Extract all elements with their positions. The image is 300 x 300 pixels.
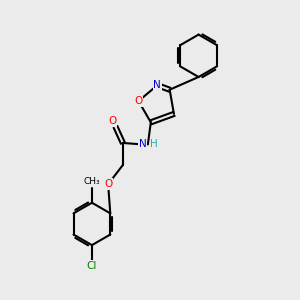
Text: N: N [139,140,146,149]
Text: O: O [134,96,142,106]
Text: Cl: Cl [87,261,97,271]
Text: CH₃: CH₃ [84,177,100,186]
Text: H: H [151,140,158,149]
Text: O: O [108,116,117,127]
Text: N: N [154,80,161,90]
Text: O: O [104,179,112,189]
